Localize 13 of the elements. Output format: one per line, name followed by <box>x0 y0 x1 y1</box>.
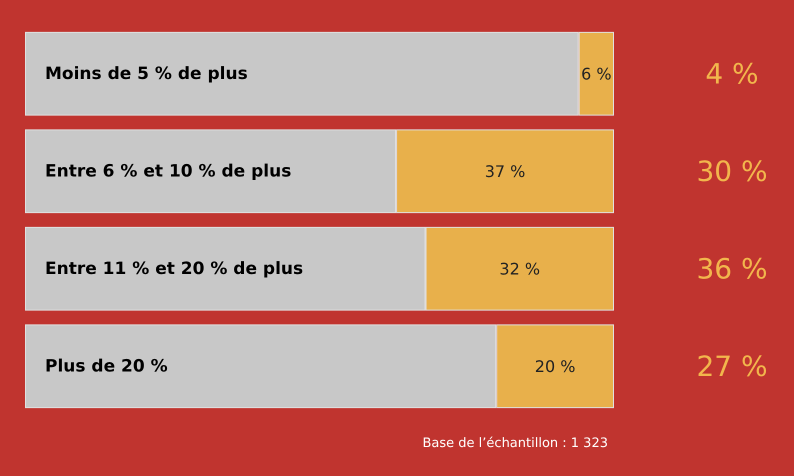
text: 36 % <box>696 252 768 286</box>
text: 30 % <box>696 154 768 188</box>
text: 4 % <box>705 57 759 90</box>
text: Base de l’échantillon : 1 323 <box>422 436 608 451</box>
text: 27 % <box>696 350 768 383</box>
y-tick-label: Moins de 5 % de plus <box>45 64 248 84</box>
y-tick-label: Plus de 20 % <box>45 356 168 376</box>
data-label: 20 % <box>534 356 576 376</box>
data-label: 37 % <box>484 162 526 181</box>
y-tick-label: Entre 6 % et 10 % de plus <box>45 161 292 182</box>
data-label: 6 % <box>581 64 612 84</box>
y-tick-label: Entre 11 % et 20 % de plus <box>45 258 304 279</box>
data-label: 32 % <box>499 259 540 278</box>
